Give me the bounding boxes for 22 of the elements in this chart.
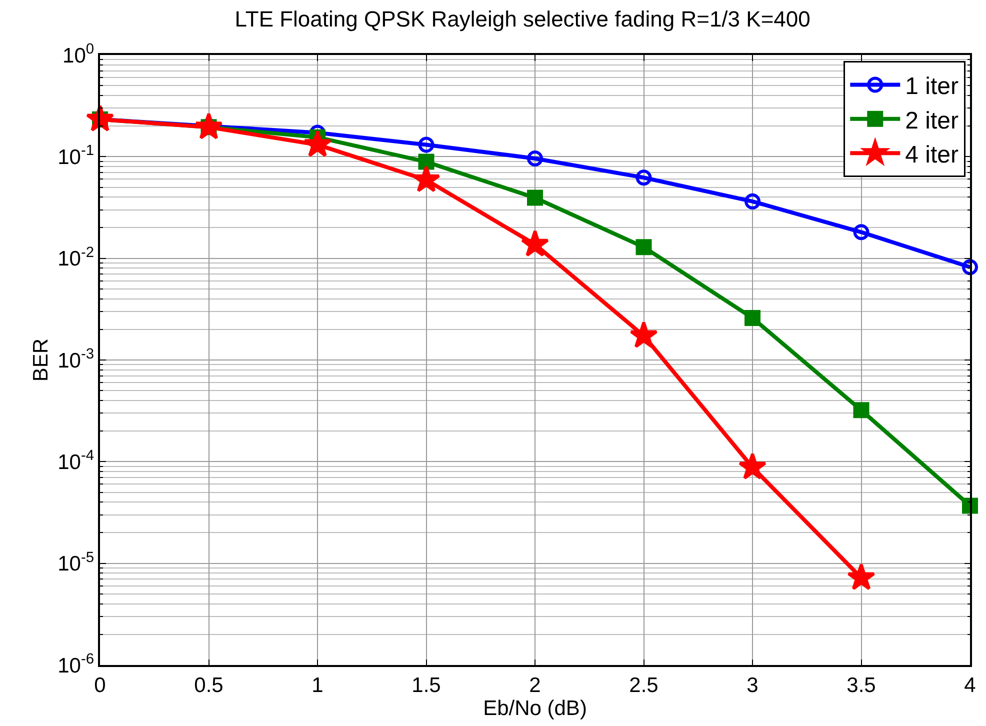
x-tick-label: 0.5 — [194, 674, 224, 697]
x-tick-label: 1 — [312, 674, 324, 697]
x-tick-label: 3.5 — [846, 674, 876, 697]
y-tick-label: 10$^{-6}$ — [58, 652, 94, 678]
legend-label: 2 iter — [905, 107, 959, 134]
y-tick-label: 10$^{-3}$ — [58, 346, 94, 372]
y-axis-title: BER — [29, 338, 52, 382]
y-tick-label: 10$^{0}$ — [62, 42, 94, 68]
x-axis-title: Eb/No (dB) — [483, 696, 587, 720]
x-tick-label: 1.5 — [412, 674, 441, 697]
x-tick-label: 0 — [94, 674, 106, 697]
x-tick-label: 2 — [529, 674, 541, 697]
y-tick-label: 10$^{-4}$ — [58, 448, 94, 474]
y-tick-label: 10$^{-5}$ — [58, 550, 94, 576]
legend-label: 4 iter — [905, 141, 959, 168]
legend-label: 1 iter — [905, 73, 959, 100]
x-tick-label: 4 — [964, 674, 976, 697]
y-tick-label: 10$^{-1}$ — [58, 143, 94, 170]
x-tick-label: 3 — [746, 674, 758, 697]
x-tick-label: 2.5 — [629, 674, 658, 697]
chart-title: LTE Floating QPSK Rayleigh selective fading R=1/3 K=400 — [234, 6, 810, 32]
y-tick-label: 10$^{-2}$ — [58, 244, 94, 271]
